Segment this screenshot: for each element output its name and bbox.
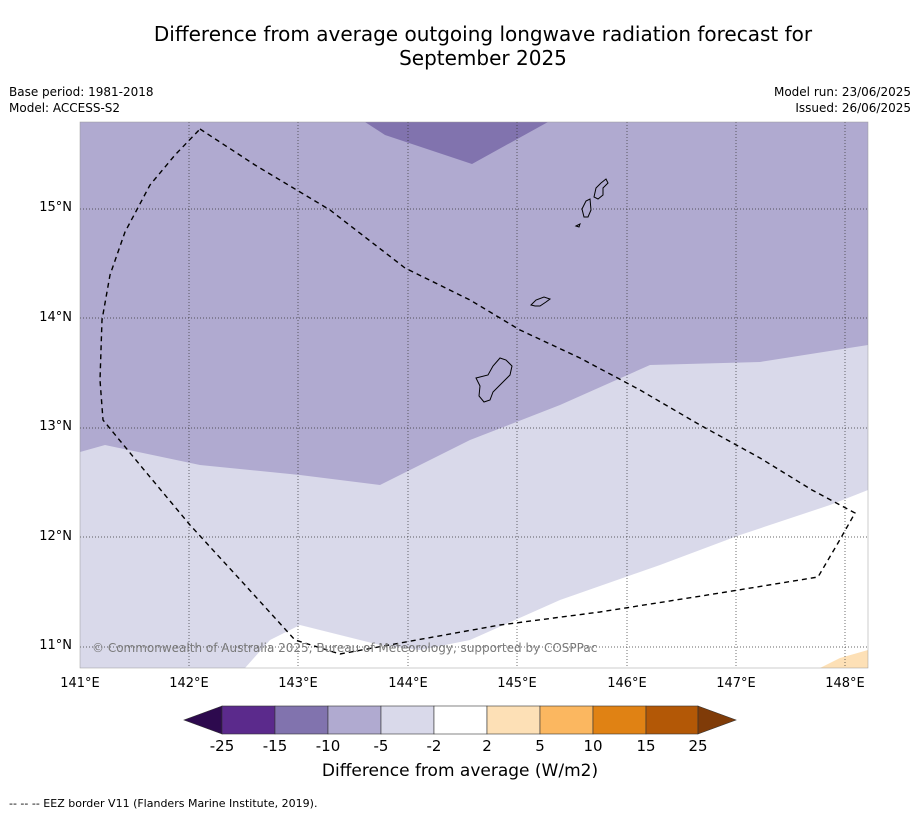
colorbar-tick-minus10: -10: [315, 737, 341, 755]
lat-label-11n: 11°N: [39, 638, 72, 653]
copyright-notice: © Commonwealth of Australia 2025, Bureau…: [92, 641, 598, 655]
colorbar-tick-minus2: -2: [426, 737, 442, 755]
map-area: [80, 122, 868, 668]
lon-label-144e: 144°E: [388, 676, 428, 691]
colorbar-title: Difference from average (W/m2): [321, 761, 599, 781]
eez-legend-footer: -- -- -- EEZ border V11 (Flanders Marine…: [9, 797, 318, 810]
lon-label-148e: 148°E: [825, 676, 865, 691]
colorbar-tick-2: 2: [482, 737, 492, 755]
model-run: Model run: 23/06/2025: [773, 85, 911, 99]
lon-label-142e: 142°E: [169, 676, 209, 691]
title-line-1: Difference from average outgoing longwav…: [153, 22, 813, 46]
colorbar-min-extension: [183, 705, 223, 735]
colorbar-bin-2: [274, 705, 329, 735]
gridlines: [80, 122, 868, 668]
colorbar-bin-9: [645, 705, 699, 735]
colorbar: [183, 705, 737, 735]
chart-title: Difference from average outgoing longwav…: [0, 22, 919, 70]
lon-label-145e: 145°E: [497, 676, 537, 691]
title-line-2: September 2025: [399, 46, 567, 70]
lon-label-147e: 147°E: [716, 676, 756, 691]
meta-right: Model run: 23/06/2025 Issued: 26/06/2025: [774, 84, 911, 116]
eez-border: [99, 128, 856, 655]
colorbar-bin-6: [486, 705, 541, 735]
colorbar-tick-25: 25: [688, 737, 708, 755]
issued-date: Issued: 26/06/2025: [795, 101, 911, 115]
colorbar-bin-4: [380, 705, 435, 735]
colorbar-tick-5: 5: [535, 737, 545, 755]
colorbar-tick-minus5: -5: [373, 737, 389, 755]
colorbar-bin-8: [592, 705, 647, 735]
base-period: Base period: 1981-2018: [9, 85, 154, 99]
colorbar-max-extension: [697, 705, 737, 735]
lat-label-12n: 12°N: [39, 529, 72, 544]
colorbar-bin-1: [221, 705, 276, 735]
aguijan-island: [574, 223, 581, 228]
model-name: Model: ACCESS-S2: [9, 101, 121, 115]
region-minus10-minus5: [80, 122, 868, 485]
region-minus15-minus10: [365, 122, 548, 164]
region-2-5: [820, 650, 868, 668]
lat-label-14n: 14°N: [39, 310, 72, 325]
guam-island: [475, 357, 513, 403]
lat-label-15n: 15°N: [39, 200, 72, 215]
colorbar-bin-3: [327, 705, 382, 735]
colorbar-tick-minus15: -15: [262, 737, 288, 755]
saipan-island: [593, 178, 609, 200]
map-frame: [79, 121, 869, 669]
lon-label-141e: 141°E: [60, 676, 100, 691]
colorbar-bin-7: [539, 705, 594, 735]
lon-label-146e: 146°E: [607, 676, 647, 691]
lon-label-143e: 143°E: [278, 676, 318, 691]
meta-left: Base period: 1981-2018 Model: ACCESS-S2: [9, 84, 154, 116]
colorbar-bin-5: [433, 705, 488, 735]
islands: [475, 178, 609, 403]
rota-island: [530, 296, 552, 307]
colorbar-tick-10: 10: [583, 737, 603, 755]
colorbar-tick-minus25: -25: [209, 737, 235, 755]
tinian-island: [581, 198, 592, 218]
lat-label-13n: 13°N: [39, 419, 72, 434]
colorbar-tick-15: 15: [636, 737, 656, 755]
